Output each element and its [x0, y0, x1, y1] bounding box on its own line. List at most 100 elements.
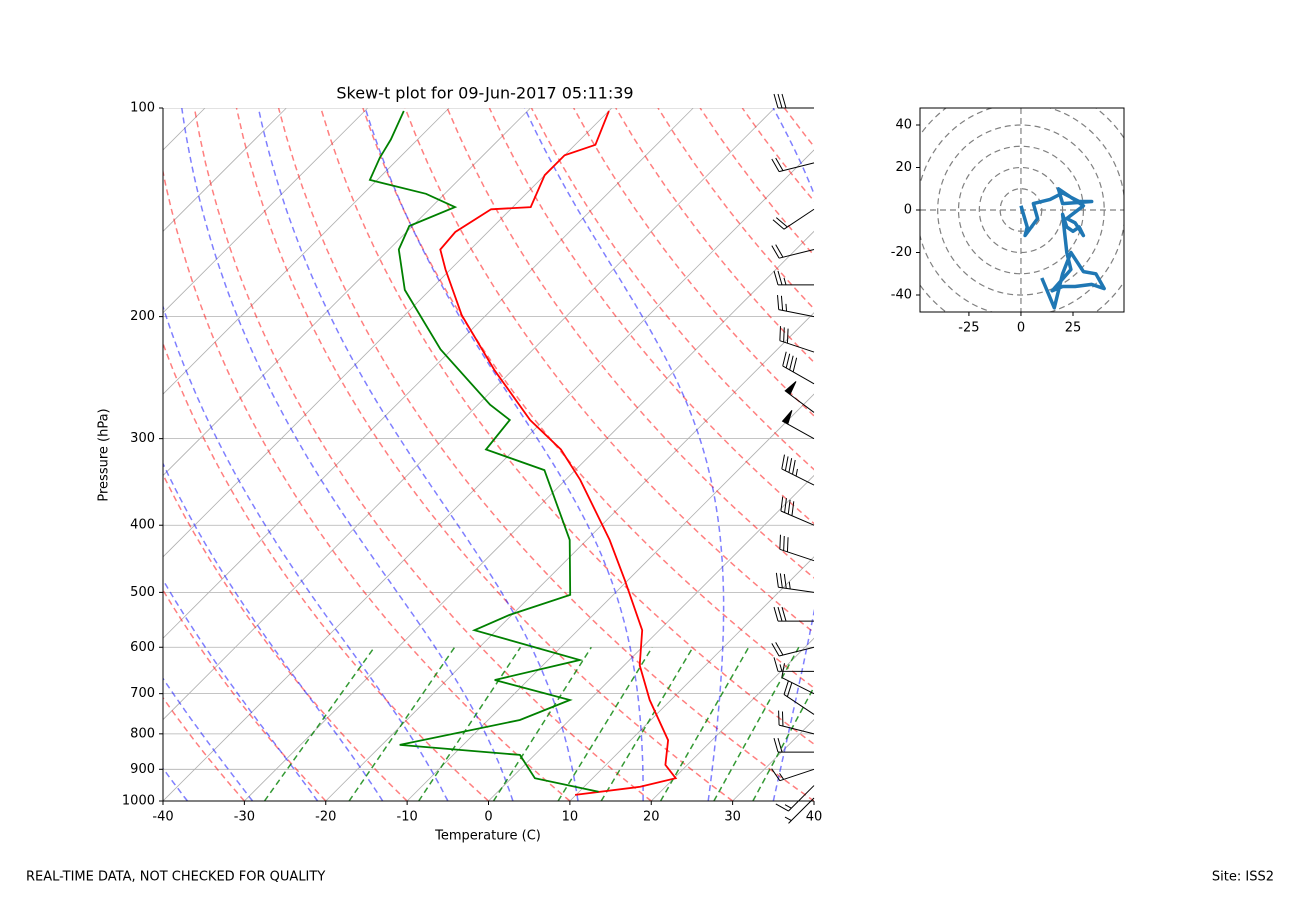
skewt-axes: -40 -30 -20 -10 0 10 20 30 40 1000 900 800 700 600 500…	[122, 93, 822, 825]
wind-barb	[771, 768, 815, 782]
dry-adiabat	[869, 108, 1300, 801]
y-tick-label: 800	[130, 726, 155, 741]
dry-adiabat	[163, 588, 327, 801]
wind-barb	[779, 534, 815, 562]
moist-adiabat	[772, 108, 814, 801]
x-axis-label: Temperature (C)	[434, 829, 541, 844]
isotherm	[163, 108, 775, 721]
x-tick-label: 0	[1017, 321, 1025, 336]
wind-barb	[784, 381, 815, 413]
dry-adiabat	[573, 108, 814, 417]
wind-barb	[781, 410, 815, 440]
isotherm	[406, 393, 814, 801]
moist-adiabat	[181, 108, 514, 801]
mixing-ratio-line	[557, 646, 653, 801]
isotherm	[650, 637, 814, 801]
wind-barb	[771, 642, 815, 657]
x-tick-label: 10	[562, 810, 579, 825]
mixing-ratio-line	[348, 646, 456, 801]
y-tick-label: 0	[904, 203, 912, 218]
moist-adiabat	[257, 108, 579, 801]
dry-adiabat	[530, 108, 814, 471]
dry-adiabat	[163, 472, 408, 801]
y-tick-label: 600	[130, 640, 155, 655]
wind-barb	[772, 208, 815, 230]
moist-adiabat	[163, 578, 319, 801]
isotherm	[163, 149, 814, 801]
hodograph-line	[1019, 187, 1106, 310]
dry-adiabat	[446, 108, 814, 579]
wind-barb	[778, 710, 815, 735]
y-tick-label: 400	[130, 518, 155, 533]
moist-adiabat	[364, 108, 644, 801]
wind-barb	[773, 737, 815, 753]
dry-adiabat	[320, 108, 814, 746]
x-tick-label: 25	[1065, 321, 1082, 336]
isotherm	[895, 108, 1300, 801]
mixing-ratio-line	[263, 646, 375, 801]
isotherm	[163, 108, 369, 314]
y-tick-label: 200	[130, 309, 155, 324]
wind-barb	[773, 606, 815, 622]
wind-barb	[771, 157, 815, 173]
profile-line	[368, 110, 599, 793]
isotherm	[163, 108, 287, 232]
dry-adiabat	[362, 108, 814, 689]
wind-barb	[775, 572, 815, 593]
dry-adiabat	[953, 108, 1300, 801]
x-tick-label: 0	[484, 810, 492, 825]
skewt-data	[368, 110, 678, 796]
isotherm	[325, 312, 814, 801]
moist-adiabat	[163, 767, 189, 801]
moist-adiabat	[523, 108, 725, 801]
x-tick-label: -40	[152, 810, 173, 825]
y-tick-label: 1000	[122, 794, 155, 809]
x-tick-label: -25	[958, 321, 979, 336]
isotherm	[163, 108, 694, 639]
mixing-ratio-line	[492, 646, 592, 801]
chart-title: Skew-t plot for 09-Jun-2017 05:11:39	[336, 84, 633, 103]
wind-barb	[782, 351, 815, 385]
isotherm	[0, 108, 42, 801]
wind-barb	[773, 270, 815, 286]
wind-barb	[784, 797, 815, 824]
y-tick-label: 500	[130, 585, 155, 600]
dry-adiabat	[488, 108, 814, 525]
wind-barb	[781, 454, 815, 486]
y-tick-label: -20	[891, 245, 912, 260]
x-tick-label: -10	[397, 810, 418, 825]
footer-right: Site: ISS2	[1212, 870, 1274, 885]
mixing-ratio-line	[418, 646, 522, 801]
isotherm	[813, 800, 814, 801]
wind-barb	[783, 680, 815, 715]
wind-barb	[771, 244, 815, 259]
x-tick-label: 20	[643, 810, 660, 825]
mixing-ratio-line	[752, 685, 814, 801]
dry-adiabat	[193, 108, 652, 801]
moist-adiabat	[163, 304, 449, 801]
wind-barb	[777, 295, 815, 318]
x-tick-label: -20	[315, 810, 336, 825]
isotherm	[569, 556, 814, 801]
isotherm	[163, 108, 613, 558]
y-tick-label: 40	[895, 118, 912, 133]
y-tick-label: 700	[130, 686, 155, 701]
dry-adiabat	[911, 108, 1300, 801]
profile-line	[439, 110, 678, 796]
y-axis-label: Pressure (hPa)	[97, 408, 112, 501]
dry-adiabat	[163, 168, 571, 801]
dry-adiabat	[615, 108, 814, 364]
hodograph-axes: -25 0 25 -40 -20 0 20 40	[891, 107, 1125, 336]
wind-barb	[780, 496, 815, 526]
isotherm	[163, 108, 450, 395]
dry-adiabat	[163, 341, 490, 801]
wind-barb	[775, 785, 815, 812]
dry-adiabat	[277, 108, 814, 801]
x-tick-label: 30	[724, 810, 741, 825]
moist-adiabat	[163, 677, 254, 801]
y-tick-label: 300	[130, 431, 155, 446]
y-tick-label: -40	[891, 288, 912, 303]
isotherm	[977, 108, 1300, 801]
moist-adiabat	[163, 462, 384, 801]
